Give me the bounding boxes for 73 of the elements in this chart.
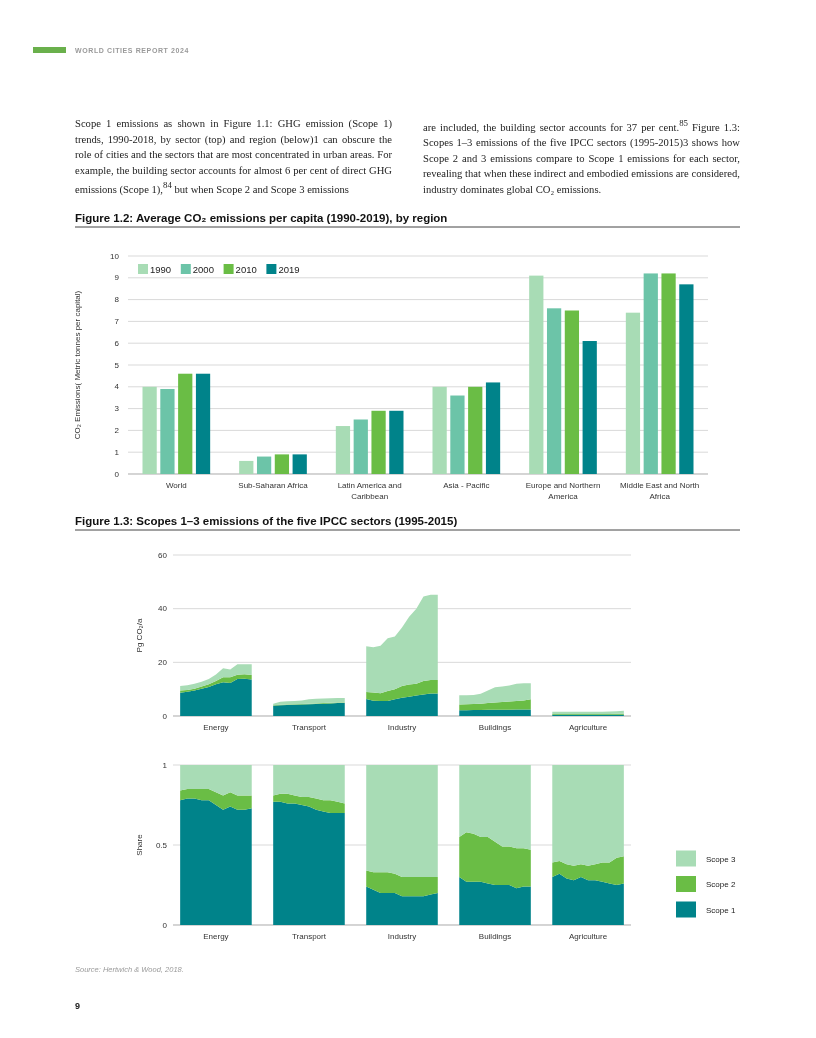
bar xyxy=(468,386,483,474)
x-tick-label: Industry xyxy=(387,723,417,732)
y-tick-label: 3 xyxy=(114,404,120,414)
y-tick-label: 0.5 xyxy=(155,840,168,850)
legend-label: 1990 xyxy=(150,264,172,275)
x-tick-label: Buildings xyxy=(478,932,512,941)
bar xyxy=(564,310,580,474)
y-tick-label: 2 xyxy=(114,425,120,435)
bar xyxy=(661,273,676,474)
bar xyxy=(389,410,404,474)
bar xyxy=(643,273,658,474)
x-tick-label: Sub-Saharan Africa xyxy=(238,481,309,490)
bar xyxy=(274,454,290,474)
bar xyxy=(625,312,641,474)
y-tick-label: 4 xyxy=(114,382,120,392)
legend-label: Scope 2 xyxy=(706,880,736,889)
bar xyxy=(450,395,465,474)
y-tick-label: 8 xyxy=(114,295,120,305)
x-tick-label: Agriculture xyxy=(568,723,608,732)
bar xyxy=(353,419,368,474)
bar xyxy=(371,410,386,474)
legend-label: Scope 1 xyxy=(706,905,736,915)
y-tick-label: 5 xyxy=(114,360,120,370)
y-tick-label: 20 xyxy=(158,657,168,667)
y-tick-label: 40 xyxy=(158,604,168,614)
y-tick-label: 60 xyxy=(158,550,168,560)
bar xyxy=(432,386,447,474)
y-axis-title: Share xyxy=(135,833,144,856)
x-tick-label: Energy xyxy=(203,723,229,732)
x-tick-label: Europe and Northern America xyxy=(525,481,601,501)
bar xyxy=(160,388,175,474)
text: are included, the building sector accounts for 37 per cent.$^{85}$ Figure 1.3: Scopes 1–3 emissions of the five IPCC sectors (1995-2015)3 shows how Scope 2 and 3 emissions compare to Scope 1 emissions for each sector, revealing that when these indirect and embodied emissions are considered, industry dominates global CO₂ emissions. xyxy=(423,117,740,197)
x-tick-label: Asia - Pacific xyxy=(443,481,490,490)
chart-title: Figure 1.3: Scopes 1–3 emissions of the five IPCC sectors (1995-2015) xyxy=(75,515,458,527)
y-tick-label: 1 xyxy=(114,447,120,457)
legend-label: 2019 xyxy=(278,264,300,275)
y-tick-label: 6 xyxy=(114,338,120,348)
bar xyxy=(582,341,597,474)
y-tick-label: 0 xyxy=(162,920,168,930)
x-tick-label: Buildings xyxy=(478,723,512,732)
bar xyxy=(239,460,254,474)
bar xyxy=(178,373,193,474)
legend-label: 2010 xyxy=(235,264,257,275)
bar xyxy=(529,275,544,474)
y-tick-label: 7 xyxy=(114,316,120,326)
bar xyxy=(335,426,351,474)
x-tick-label: Transport xyxy=(292,723,327,732)
y-axis-title: Pg CO₂/a xyxy=(135,618,144,653)
y-tick-label: 0 xyxy=(162,711,168,721)
x-tick-label: Energy xyxy=(203,932,229,941)
text: Scope 1 emissions as shown in Figure 1.1: GHG emission (Scope 1) trends, 1990-2018, by sector (top) and region (below)1 can obscure the role of cities and the sectors that are most concentrated in urban areas. For example, the building sector accounts for almost 6 per cent of direct GHG emissions (Scope 1),$^{84}$ but when Scope 2 and Scope 3 emissions xyxy=(75,117,392,197)
bar xyxy=(485,382,501,474)
legend-label: 2000 xyxy=(192,264,214,275)
chart-title: Figure 1.2: Average CO₂ emissions per capita (1990-2019), by region xyxy=(75,212,448,224)
x-tick-label: Industry xyxy=(387,932,417,941)
bar xyxy=(546,308,562,474)
y-axis-title: CO₂ Emissions( Metric tonnes per capital) xyxy=(73,290,82,440)
text: 9 xyxy=(75,1001,81,1011)
x-tick-label: Middle East and North Africa xyxy=(620,481,700,501)
x-tick-label: Agriculture xyxy=(568,932,608,941)
bar xyxy=(142,386,157,474)
bar xyxy=(679,284,694,474)
x-tick-label: Transport xyxy=(292,932,327,941)
x-tick-label: World xyxy=(165,481,187,490)
y-tick-label: 0 xyxy=(114,469,120,479)
y-tick-label: 1 xyxy=(162,760,168,770)
legend-label: Scope 3 xyxy=(706,854,736,864)
bar xyxy=(195,373,211,474)
bar xyxy=(292,454,307,474)
x-tick-label: Latin America and Caribbean xyxy=(337,481,402,501)
bar xyxy=(256,456,272,474)
y-tick-label: 9 xyxy=(114,273,120,283)
y-tick-label: 10 xyxy=(110,251,120,261)
